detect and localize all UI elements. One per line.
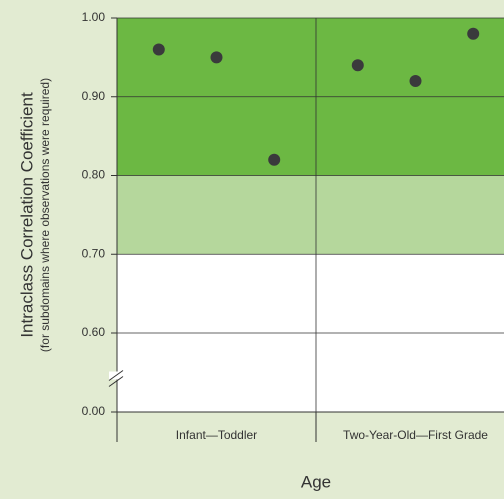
- y-tick-label: 0.80: [82, 168, 106, 182]
- dot: [152, 43, 165, 56]
- dot: [268, 153, 281, 166]
- y-tick-label: 0.90: [82, 89, 106, 103]
- y-tick-label: 0.70: [82, 246, 106, 260]
- y-tick-label: 0.60: [82, 325, 106, 339]
- dot: [210, 51, 223, 64]
- y-sublabel: (for subdomains where observations were …: [38, 78, 52, 352]
- y-axis-title: Intraclass Correlation Coefficient (for …: [17, 78, 52, 352]
- x-label: Age: [301, 472, 331, 491]
- y-label: Intraclass Correlation Coefficient: [17, 92, 36, 338]
- axis-break: [108, 370, 124, 381]
- y-tick-label: 1.00: [82, 10, 106, 24]
- y-tick-label: 0.00: [82, 404, 106, 418]
- dot: [409, 75, 422, 87]
- dot: [467, 27, 480, 40]
- dot: [351, 59, 364, 72]
- axis-break-gap: [109, 371, 125, 380]
- band: [117, 175, 504, 255]
- axis-break: [108, 376, 124, 387]
- x-tick-label: Infant—Toddler: [176, 428, 257, 442]
- x-tick-label: Two-Year-Old—First Grade: [343, 428, 488, 442]
